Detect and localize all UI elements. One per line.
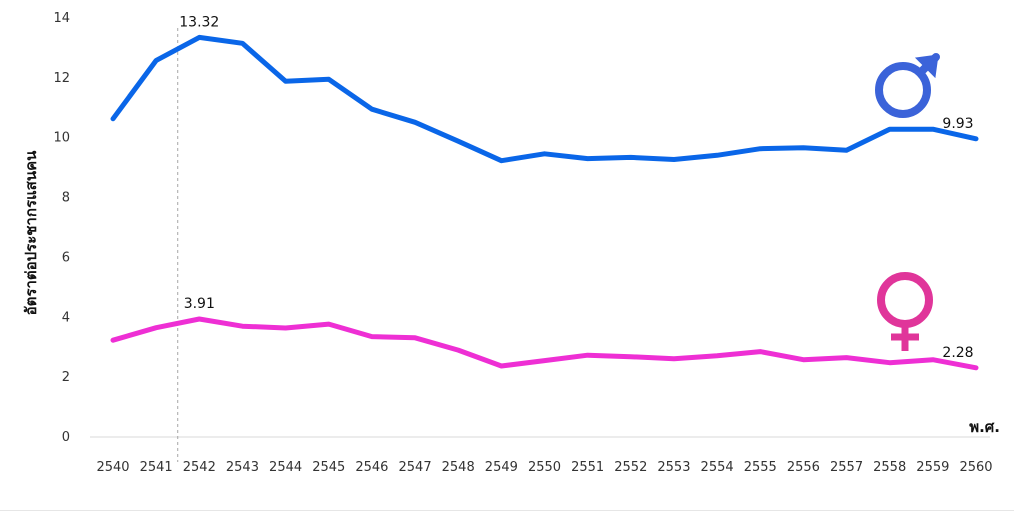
data-label: 2.28 <box>942 345 973 361</box>
y-tick-label: 14 <box>53 11 70 26</box>
series-lines <box>110 34 979 371</box>
y-tick-label: 2 <box>62 370 70 385</box>
data-label: 9.93 <box>942 116 973 132</box>
data-label: 13.32 <box>179 14 219 30</box>
series-line-female <box>110 316 979 371</box>
x-tick-label: 2549 <box>485 460 518 475</box>
x-tick-label: 2540 <box>96 460 129 475</box>
x-tick-label: 2543 <box>226 460 259 475</box>
x-tick-label: 2552 <box>614 460 647 475</box>
x-tick-label: 2560 <box>959 460 992 475</box>
y-tick-label: 10 <box>53 131 70 146</box>
y-axis-label: อัตราต่อประชากรแสนคน <box>22 150 40 315</box>
x-tick-label: 2544 <box>269 460 302 475</box>
x-axis-ticks: 2540 2541 2542 2543 2544 2545 2546 2547 2548 2549… <box>96 460 992 475</box>
x-tick-label: 2556 <box>787 460 820 475</box>
x-tick-label: 2547 <box>399 460 432 475</box>
x-tick-label: 2551 <box>571 460 604 475</box>
x-tick-label: 2555 <box>744 460 777 475</box>
male-symbol-icon <box>875 53 940 118</box>
y-tick-label: 8 <box>62 191 70 206</box>
data-label: 3.91 <box>184 296 215 312</box>
x-tick-label: 2553 <box>657 460 690 475</box>
x-tick-label: 2541 <box>140 460 173 475</box>
y-tick-label: 6 <box>62 250 70 265</box>
y-axis-ticks: 0 2 4 6 8 10 12 14 <box>53 11 70 445</box>
female-symbol-icon <box>877 272 933 351</box>
x-tick-label: 2557 <box>830 460 863 475</box>
series-line-male <box>110 34 979 164</box>
y-tick-label: 12 <box>53 71 70 86</box>
data-labels: 13.32 3.91 9.93 2.28 <box>179 14 973 360</box>
y-tick-label: 0 <box>62 430 70 445</box>
y-tick-label: 4 <box>62 310 70 325</box>
x-tick-label: 2545 <box>312 460 345 475</box>
bottom-divider <box>0 510 1014 511</box>
x-axis-label: พ.ศ. <box>969 418 1000 436</box>
x-tick-label: 2550 <box>528 460 561 475</box>
x-tick-label: 2548 <box>442 460 475 475</box>
x-tick-label: 2558 <box>873 460 906 475</box>
x-tick-label: 2554 <box>701 460 734 475</box>
x-tick-label: 2559 <box>916 460 949 475</box>
x-tick-label: 2542 <box>183 460 216 475</box>
x-tick-label: 2546 <box>355 460 388 475</box>
